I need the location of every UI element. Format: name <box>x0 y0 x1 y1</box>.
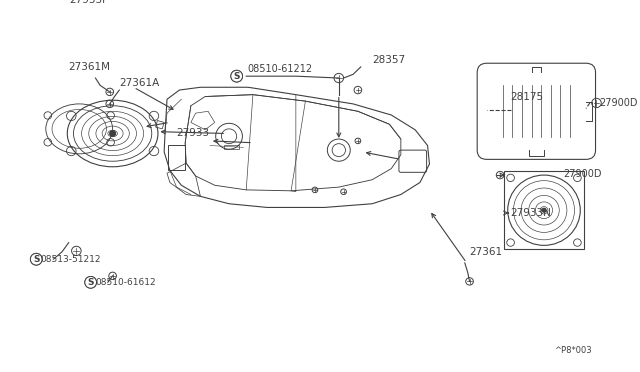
Text: 27900D: 27900D <box>563 169 602 179</box>
Text: 27933: 27933 <box>177 128 210 138</box>
Circle shape <box>109 131 115 136</box>
Text: 27361: 27361 <box>470 247 502 257</box>
Bar <box>504 171 584 249</box>
Text: S: S <box>234 72 240 81</box>
Bar <box>224 145 239 149</box>
Bar <box>168 145 185 170</box>
Text: 27361A: 27361A <box>119 78 159 88</box>
Text: 27933F: 27933F <box>70 0 109 5</box>
Text: S: S <box>88 278 94 287</box>
Text: 28357: 28357 <box>372 55 405 64</box>
Text: S: S <box>88 278 94 287</box>
Text: 08513-51212: 08513-51212 <box>40 255 100 264</box>
Text: 08510-61212: 08510-61212 <box>247 64 312 74</box>
Text: 27900D: 27900D <box>599 98 638 108</box>
Text: S: S <box>234 72 240 81</box>
Text: 27361M: 27361M <box>68 62 111 72</box>
Text: 27933N: 27933N <box>511 208 552 218</box>
Circle shape <box>542 208 546 212</box>
Text: ^P8*003: ^P8*003 <box>554 346 592 355</box>
Text: S: S <box>33 255 40 264</box>
Text: 28175: 28175 <box>511 92 544 102</box>
Text: 08510-61612: 08510-61612 <box>95 278 156 287</box>
Text: S: S <box>33 255 40 264</box>
